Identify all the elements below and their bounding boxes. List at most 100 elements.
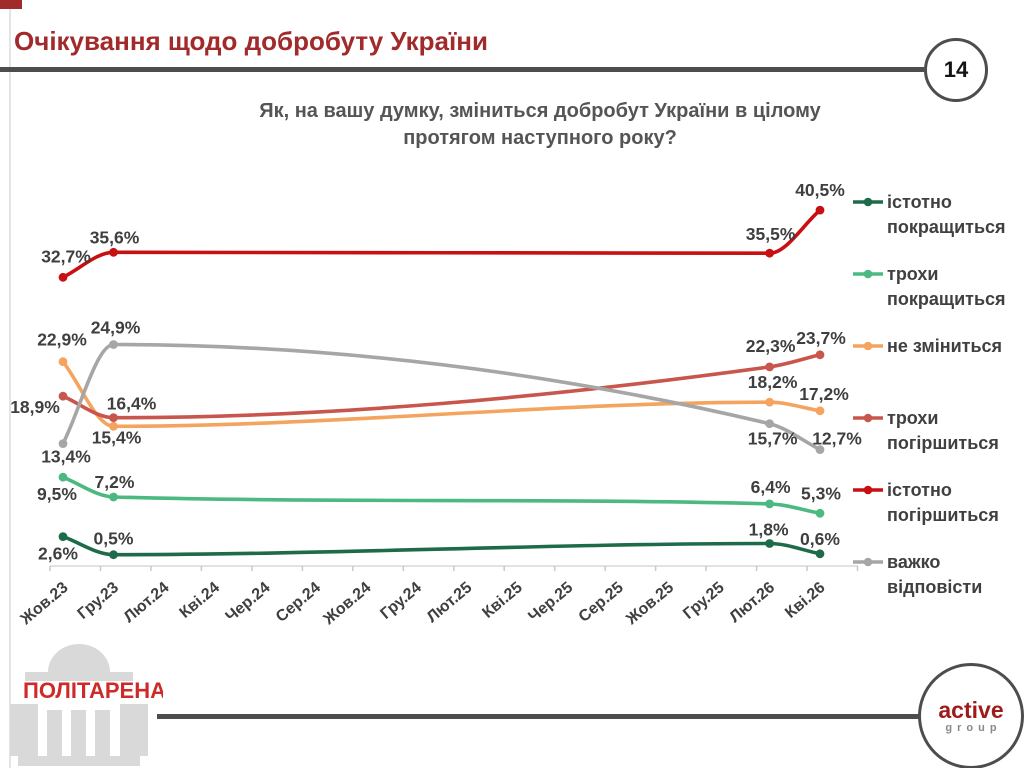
data-point-marker <box>58 472 68 482</box>
left-edge-line <box>9 0 11 768</box>
data-label: 22,9% <box>37 330 87 350</box>
series-line <box>61 208 822 280</box>
data-point-marker <box>109 247 118 257</box>
politarena-wordmark: ПОЛІТАРЕНА <box>23 678 163 703</box>
data-label: 12,7% <box>812 429 862 449</box>
x-axis-label: Кві.24 <box>177 579 223 622</box>
data-label: 17,2% <box>799 384 849 404</box>
data-point-marker <box>58 357 68 367</box>
building-base-icon <box>18 756 140 766</box>
x-axis-label: Сер.24 <box>273 579 324 626</box>
x-axis-label: Чер.25 <box>525 579 576 626</box>
data-point-marker <box>109 340 118 349</box>
x-axis-label: Кві.26 <box>782 579 828 622</box>
building-pillar-left-icon <box>10 704 38 756</box>
data-label: 5,3% <box>801 483 841 503</box>
legend-item: важко відповісти <box>852 550 982 600</box>
data-point-marker <box>815 350 825 360</box>
series-line <box>61 353 822 420</box>
data-label: 22,3% <box>746 336 796 356</box>
data-point-marker <box>109 413 118 423</box>
data-label: 2,6% <box>38 544 78 564</box>
legend-marker-line-icon <box>853 557 883 567</box>
data-label: 15,7% <box>748 429 798 449</box>
active-group-logo: active group <box>918 663 1024 768</box>
x-axis-label: Жов.23 <box>17 579 72 629</box>
x-axis-label: Лют.26 <box>727 579 779 626</box>
x-axis-label: Лют.24 <box>121 579 173 626</box>
legend-item: не зміниться <box>852 334 1002 359</box>
data-label: 23,7% <box>796 328 846 348</box>
legend-label: істотно погіршиться <box>887 480 999 525</box>
x-axis-label: Жов.25 <box>622 579 677 629</box>
data-point-marker <box>58 439 68 448</box>
building-column-icon <box>71 710 86 756</box>
data-label: 35,5% <box>746 224 796 244</box>
data-point-marker <box>815 445 825 454</box>
politarena-logo: ПОЛІТАРЕНА <box>10 644 163 766</box>
data-label: 6,4% <box>751 477 791 497</box>
data-point-marker <box>765 539 774 548</box>
building-pillar-right-icon <box>120 704 148 756</box>
data-label: 0,5% <box>94 529 134 549</box>
chart-legend: істотно покращиться трохи покращиться не змі… <box>852 0 1024 660</box>
series-line <box>61 534 822 557</box>
legend-item: трохи покращиться <box>852 262 1006 312</box>
data-label: 16,4% <box>107 394 157 414</box>
data-point-marker <box>765 397 774 407</box>
active-group-word-active: active <box>938 697 1004 723</box>
data-label: 15,4% <box>92 427 142 447</box>
series-line <box>61 342 822 452</box>
data-label: 18,2% <box>748 372 798 392</box>
legend-marker-line-icon <box>853 485 883 495</box>
slide-title: Очікування щодо добробуту України <box>14 26 488 56</box>
series-line <box>61 475 822 516</box>
data-label: 13,4% <box>41 447 91 467</box>
active-group-word-group: group <box>945 722 1002 734</box>
header-rule <box>0 67 924 72</box>
data-point-marker <box>58 391 68 401</box>
data-point-marker <box>815 549 825 559</box>
data-label: 9,5% <box>37 484 77 504</box>
legend-label: трохи покращиться <box>887 264 1006 309</box>
x-axis-label: Гру.24 <box>377 579 425 623</box>
page-number: 14 <box>943 57 969 82</box>
x-axis-label: Жов.24 <box>320 579 375 629</box>
x-axis-label: Лют.25 <box>424 579 476 626</box>
building-column-icon <box>95 710 110 756</box>
data-point-marker <box>765 362 774 372</box>
x-axis-label: Сер.25 <box>576 579 627 626</box>
legend-label: не зміниться <box>887 336 1003 356</box>
data-label: 35,6% <box>90 227 140 247</box>
legend-item: істотно погіршиться <box>852 478 999 528</box>
legend-marker-line-icon <box>853 197 883 207</box>
data-label: 32,7% <box>41 246 91 266</box>
data-point-marker <box>765 248 774 258</box>
legend-label: істотно покращиться <box>887 192 1006 237</box>
x-axis-label: Гру.25 <box>680 579 728 623</box>
x-axis-label: Гру.23 <box>75 579 123 623</box>
data-label: 7,2% <box>95 472 135 492</box>
legend-marker-line-icon <box>853 413 883 423</box>
data-label: 24,9% <box>91 318 141 338</box>
legend-item: трохи погіршиться <box>852 406 999 456</box>
data-point-marker <box>815 508 825 518</box>
legend-marker-line-icon <box>853 269 883 279</box>
data-label: 0,6% <box>800 529 840 549</box>
legend-label: трохи погіршиться <box>887 408 999 453</box>
data-point-marker <box>109 492 118 502</box>
legend-marker-line-icon <box>853 341 883 351</box>
building-entablature-icon <box>25 672 133 681</box>
data-point-marker <box>109 421 118 431</box>
data-label: 40,5% <box>795 180 845 200</box>
data-point-marker <box>765 499 774 509</box>
x-axis-label: Кві.25 <box>479 579 525 622</box>
data-point-marker <box>58 272 68 282</box>
legend-label: важко відповісти <box>887 552 983 597</box>
data-point-marker <box>815 205 825 215</box>
data-point-marker <box>815 406 825 416</box>
building-column-icon <box>47 710 62 756</box>
page-number-badge: 14 <box>924 38 988 102</box>
